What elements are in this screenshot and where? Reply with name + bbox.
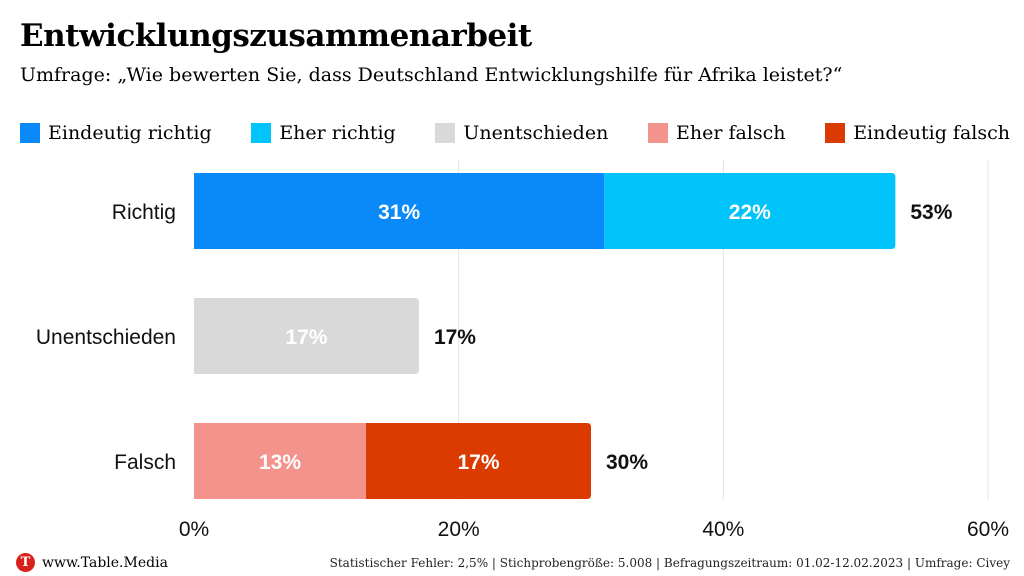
- x-tick-label-60: 60%: [967, 518, 1009, 541]
- legend-label-eher-richtig: Eher richtig: [279, 122, 396, 144]
- legend-label-eher-falsch: Eher falsch: [675, 122, 786, 144]
- legend-swatch-eindeutig-falsch: [825, 123, 846, 143]
- legend-item-eher-falsch: Eher falsch: [647, 122, 786, 144]
- legend-swatch-eher-richtig: [251, 123, 272, 143]
- legend-label-unentschieden: Unentschieden: [463, 122, 609, 144]
- legend-label-eindeutig-falsch: Eindeutig falsch: [853, 122, 1010, 144]
- x-tick-label-20: 20%: [438, 518, 480, 541]
- footer-note: Statistischer Fehler: 2,5% | Stichproben…: [329, 556, 1010, 570]
- data-label-falsch-eindeutig-falsch: 17%: [458, 451, 500, 474]
- x-tick-label-0: 0%: [179, 518, 209, 541]
- data-label-falsch-eher-falsch: 13%: [259, 451, 301, 474]
- legend-swatch-eher-falsch: [647, 123, 668, 143]
- total-label-richtig: 53%: [910, 201, 952, 224]
- legend-label-eindeutig-richtig: Eindeutig richtig: [48, 122, 212, 144]
- legend-item-eindeutig-falsch: Eindeutig falsch: [825, 122, 1010, 144]
- bar-richtig-eher-richtig: [604, 173, 896, 249]
- data-label-unentschieden-unentschieden: 17%: [285, 326, 327, 349]
- total-label-falsch: 30%: [606, 451, 648, 474]
- footer-site: www.Table.Media: [42, 555, 168, 571]
- total-label-unentschieden: 17%: [434, 326, 476, 349]
- category-label-richtig: Richtig: [112, 201, 176, 224]
- stacked-bar-chart: 31% 22% 53% Richtig 17% 17% Unentschieden 13% 17…: [36, 160, 1009, 541]
- legend-swatch-eindeutig-richtig: [20, 123, 40, 143]
- x-tick-label-40: 40%: [702, 518, 744, 541]
- bar-falsch-eindeutig-falsch: [366, 423, 591, 499]
- bar-richtig-eindeutig-richtig: [194, 173, 605, 249]
- chart-title: Entwicklungszusammenarbeit: [20, 18, 532, 54]
- bar-unentschieden-unentschieden: [194, 298, 419, 374]
- legend-item-eher-richtig: Eher richtig: [251, 122, 396, 144]
- legend-item-unentschieden: Unentschieden: [435, 122, 608, 144]
- legend-swatch-unentschieden: [435, 123, 456, 143]
- data-label-richtig-eher-richtig: 22%: [729, 201, 771, 224]
- category-label-unentschieden: Unentschieden: [36, 326, 176, 349]
- legend: Eindeutig richtig Eher richtig Unentschi…: [20, 120, 1010, 146]
- category-label-falsch: Falsch: [114, 451, 176, 474]
- data-label-richtig-eindeutig-richtig: 31%: [378, 201, 420, 224]
- bar-falsch-eher-falsch: [194, 423, 367, 499]
- table-media-logo: T: [16, 553, 35, 572]
- legend-item-eindeutig-richtig: Eindeutig richtig: [20, 122, 212, 144]
- chart-subtitle: Umfrage: „Wie bewerten Sie, dass Deutsch…: [20, 64, 843, 86]
